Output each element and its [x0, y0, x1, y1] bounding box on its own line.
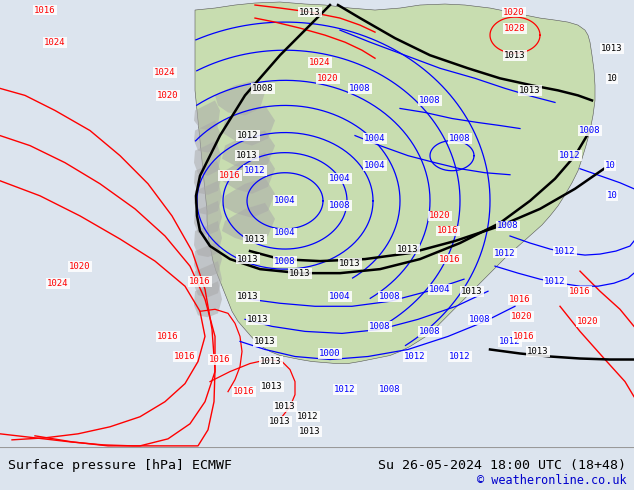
Text: 1013: 1013 [299, 427, 321, 436]
Text: 1016: 1016 [514, 332, 534, 341]
Text: 1012: 1012 [559, 151, 581, 160]
Text: 1004: 1004 [329, 174, 351, 183]
Text: 1013: 1013 [237, 255, 259, 264]
Polygon shape [195, 2, 595, 364]
Polygon shape [222, 178, 275, 218]
Polygon shape [222, 130, 275, 171]
Text: 1016: 1016 [190, 277, 210, 286]
Text: 1004: 1004 [429, 285, 451, 294]
Text: 1013: 1013 [289, 269, 311, 278]
Text: 1013: 1013 [299, 7, 321, 17]
Text: 1004: 1004 [329, 292, 351, 301]
Text: 1012: 1012 [297, 412, 319, 421]
Text: 1008: 1008 [469, 315, 491, 324]
Text: 1024: 1024 [48, 279, 68, 288]
Polygon shape [194, 261, 222, 297]
Text: 1016: 1016 [209, 355, 231, 364]
Text: 1013: 1013 [275, 402, 295, 411]
Polygon shape [222, 203, 275, 243]
Text: 1004: 1004 [365, 161, 385, 170]
Text: 1013: 1013 [527, 347, 549, 356]
Text: 1016: 1016 [509, 295, 531, 304]
Text: 1016: 1016 [233, 387, 255, 396]
Polygon shape [194, 201, 222, 235]
Text: 1012: 1012 [544, 277, 566, 286]
Text: 1008: 1008 [419, 327, 441, 336]
Text: 1012: 1012 [334, 385, 356, 394]
Text: 1020: 1020 [511, 312, 533, 321]
Text: 1020: 1020 [577, 317, 598, 326]
Text: 1016: 1016 [174, 352, 196, 361]
Polygon shape [194, 161, 222, 195]
Text: 1013: 1013 [261, 382, 283, 391]
Text: 1016: 1016 [219, 171, 241, 180]
Text: 1013: 1013 [339, 259, 361, 268]
Text: 10: 10 [605, 161, 616, 170]
Text: 1008: 1008 [379, 292, 401, 301]
Text: 1016: 1016 [439, 255, 461, 264]
Polygon shape [222, 105, 275, 146]
Text: 10: 10 [607, 74, 618, 83]
Text: 1000: 1000 [320, 349, 340, 358]
Polygon shape [194, 100, 220, 130]
Text: 1008: 1008 [419, 96, 441, 105]
Text: 1013: 1013 [269, 417, 291, 426]
Text: 1008: 1008 [379, 385, 401, 394]
Text: 1020: 1020 [317, 74, 339, 83]
Text: 1008: 1008 [252, 84, 274, 93]
Text: 1013: 1013 [601, 44, 623, 53]
Text: 1012: 1012 [450, 352, 471, 361]
Text: Su 26-05-2024 18:00 UTC (18+48): Su 26-05-2024 18:00 UTC (18+48) [378, 459, 626, 472]
Text: 1008: 1008 [369, 322, 391, 331]
Text: 1013: 1013 [236, 151, 258, 160]
Text: 1020: 1020 [157, 91, 179, 100]
Text: 1012: 1012 [499, 337, 521, 346]
Text: 1013: 1013 [247, 315, 269, 324]
Text: 1012: 1012 [554, 246, 576, 256]
Text: 1020: 1020 [429, 211, 451, 220]
Text: 1008: 1008 [275, 257, 295, 266]
Text: 1008: 1008 [329, 201, 351, 210]
Polygon shape [194, 221, 222, 257]
Text: 1020: 1020 [69, 262, 91, 270]
Polygon shape [194, 141, 221, 176]
Text: 1008: 1008 [497, 221, 519, 230]
Text: 1028: 1028 [504, 24, 526, 33]
Text: 1013: 1013 [504, 51, 526, 60]
Text: 1020: 1020 [503, 7, 525, 17]
Text: 1016: 1016 [157, 332, 179, 341]
Text: 1024: 1024 [309, 58, 331, 67]
Text: 1012: 1012 [404, 352, 426, 361]
Polygon shape [194, 181, 222, 215]
Text: 1013: 1013 [519, 86, 541, 95]
Polygon shape [222, 153, 275, 194]
Text: 1024: 1024 [154, 68, 176, 77]
Text: 10: 10 [607, 191, 618, 200]
Polygon shape [194, 121, 220, 153]
Text: 1013: 1013 [254, 337, 276, 346]
Text: 1013: 1013 [462, 287, 482, 296]
Polygon shape [194, 281, 222, 318]
Text: 1008: 1008 [349, 84, 371, 93]
Text: 1004: 1004 [275, 196, 295, 205]
Text: 1016: 1016 [34, 5, 56, 15]
Text: 1012: 1012 [237, 131, 259, 140]
Polygon shape [215, 80, 265, 116]
Text: 1013: 1013 [398, 245, 418, 253]
Text: 1012: 1012 [495, 248, 515, 258]
Text: 1016: 1016 [569, 287, 591, 296]
Text: 1004: 1004 [365, 134, 385, 143]
Text: 1013: 1013 [237, 292, 259, 301]
Text: 1013: 1013 [260, 357, 281, 366]
Text: 1004: 1004 [275, 228, 295, 238]
Text: 1024: 1024 [44, 38, 66, 47]
Text: 1013: 1013 [244, 235, 266, 244]
Text: 1012: 1012 [244, 166, 266, 175]
Text: © weatheronline.co.uk: © weatheronline.co.uk [477, 473, 626, 487]
Text: 1016: 1016 [437, 226, 459, 236]
Polygon shape [194, 241, 222, 277]
Text: Surface pressure [hPa] ECMWF: Surface pressure [hPa] ECMWF [8, 459, 231, 472]
Text: 1008: 1008 [450, 134, 471, 143]
Text: 1008: 1008 [579, 126, 601, 135]
